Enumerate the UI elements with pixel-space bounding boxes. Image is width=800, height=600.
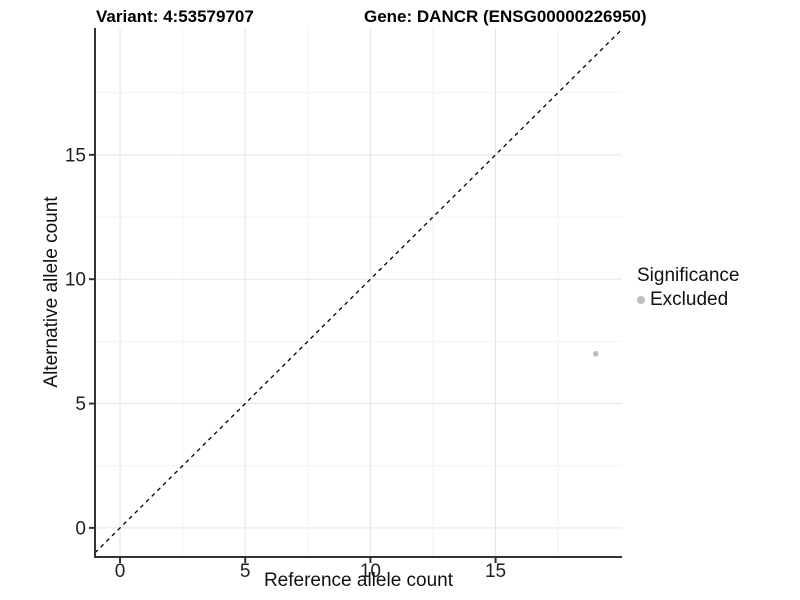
legend-point-icon xyxy=(637,296,645,304)
y-tick-label: 10 xyxy=(65,270,86,291)
x-tick-label: 10 xyxy=(360,561,381,582)
legend-item-label: Excluded xyxy=(650,289,729,310)
x-axis-title: Reference allele count xyxy=(263,570,454,591)
legend-title: Significance xyxy=(637,265,740,286)
plot-title-variant: Variant: 4:53579707 xyxy=(96,7,254,26)
y-tick-label: 15 xyxy=(65,145,86,166)
y-tick-label: 0 xyxy=(75,518,86,539)
identity-dashed-line xyxy=(94,28,623,554)
x-tick-label: 5 xyxy=(240,561,251,582)
x-tick-label: 0 xyxy=(115,561,126,582)
y-tick-label: 5 xyxy=(75,394,86,415)
plot-title-gene: Gene: DANCR (ENSG00000226950) xyxy=(364,7,647,26)
legend-item-excluded: Excluded xyxy=(637,289,739,311)
y-axis-title: Alternative allele count xyxy=(41,196,62,388)
data-point xyxy=(592,351,599,357)
x-tick-label: 15 xyxy=(485,561,506,582)
legend: Significance Excluded xyxy=(637,265,739,311)
